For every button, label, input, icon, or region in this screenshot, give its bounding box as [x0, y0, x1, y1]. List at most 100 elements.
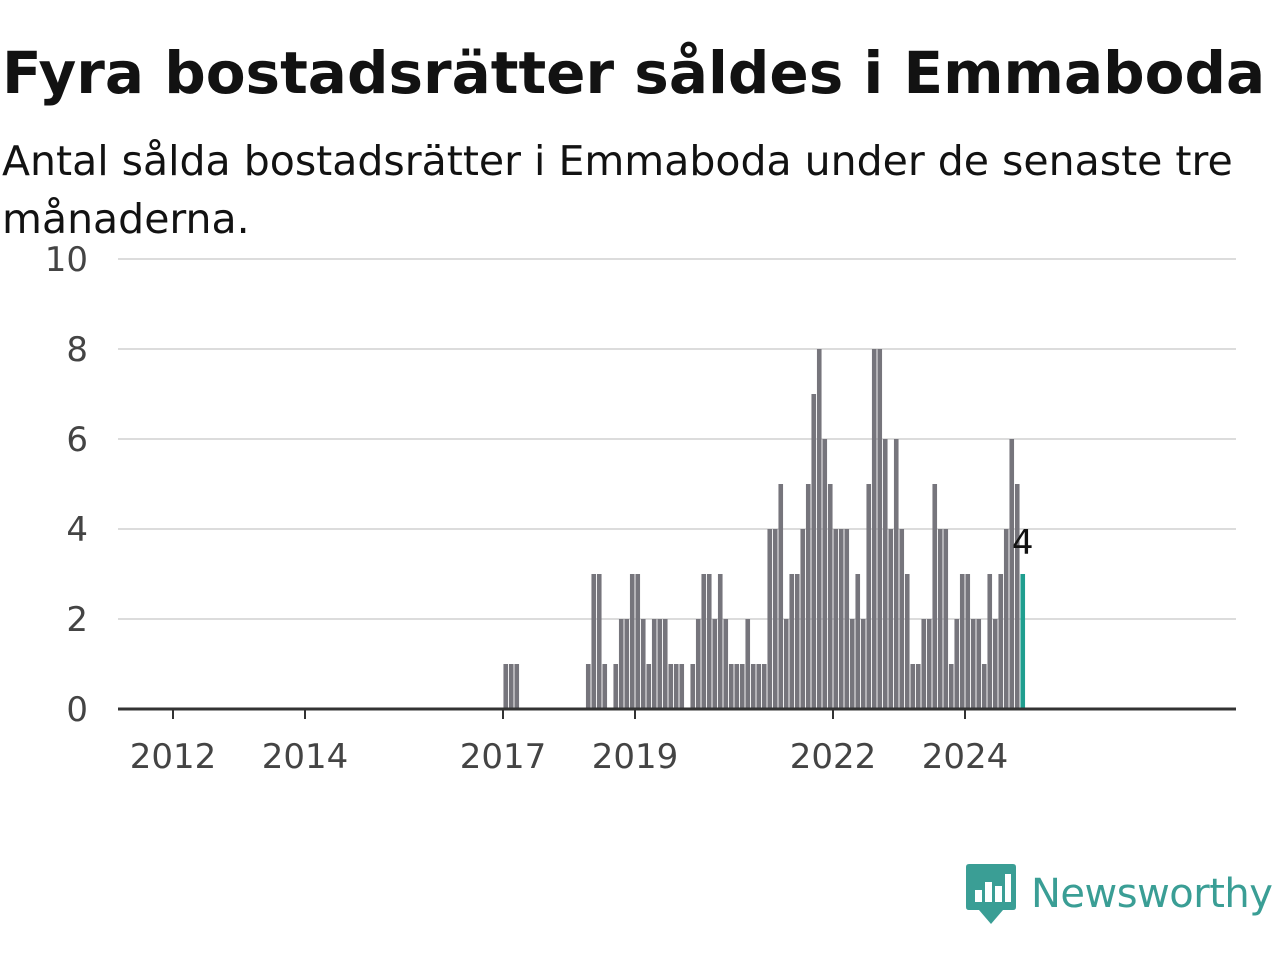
bar — [701, 574, 707, 709]
bar — [849, 619, 855, 709]
bar — [679, 664, 685, 709]
gridlines — [118, 258, 1236, 620]
bar — [1014, 484, 1020, 709]
bar-series — [503, 349, 1026, 709]
bar — [761, 664, 767, 709]
bar — [657, 619, 663, 709]
bar — [508, 664, 514, 709]
chart-title: Fyra bostadsrätter såldes i Emmaboda — [2, 39, 1266, 107]
bar — [794, 574, 800, 709]
brand-logo: Newsworthy — [965, 862, 1273, 926]
bar — [745, 619, 751, 709]
y-axis-tick-labels: 0 2 4 6 8 10 — [45, 240, 88, 730]
bar — [932, 484, 938, 709]
bar — [596, 574, 602, 709]
bar-chart: 0 2 4 6 8 10 2012 2014 2017 2019 2022 2024 4 — [45, 240, 1236, 777]
bar — [778, 484, 784, 709]
x-tick-label: 2019 — [592, 737, 679, 777]
bar — [926, 619, 932, 709]
bar — [772, 529, 778, 709]
bar — [838, 529, 844, 709]
bar — [1003, 529, 1009, 709]
x-axis-tick-labels: 2012 2014 2017 2019 2022 2024 — [130, 737, 1009, 777]
bar — [503, 664, 509, 709]
x-tick-label: 2022 — [790, 737, 877, 777]
bar — [998, 574, 1004, 709]
bar — [706, 574, 712, 709]
bar — [635, 574, 641, 709]
bar — [860, 619, 866, 709]
bar — [613, 664, 619, 709]
bar — [690, 664, 696, 709]
bar — [646, 664, 652, 709]
data-labels: 4 — [1012, 523, 1034, 563]
bar — [915, 664, 921, 709]
bar — [921, 619, 927, 709]
bar — [910, 664, 916, 709]
bar — [871, 349, 877, 709]
bar — [618, 619, 624, 709]
bar — [970, 619, 976, 709]
bar — [789, 574, 795, 709]
bar — [585, 664, 591, 709]
bar — [783, 619, 789, 709]
bar — [954, 619, 960, 709]
bar — [904, 574, 910, 709]
bar — [668, 664, 674, 709]
bar — [673, 664, 679, 709]
bar — [811, 394, 817, 709]
bar — [800, 529, 806, 709]
x-axis — [118, 707, 1236, 719]
y-tick-label: 6 — [66, 420, 88, 460]
bar — [723, 619, 729, 709]
bar — [987, 574, 993, 709]
bar — [816, 349, 822, 709]
x-tick-label: 2024 — [922, 737, 1009, 777]
brand-name: Newsworthy — [1031, 871, 1273, 917]
x-tick-label: 2014 — [262, 737, 349, 777]
bar — [888, 529, 894, 709]
bar-chart-speech-bubble-icon — [966, 864, 1016, 924]
x-tick-label: 2017 — [460, 737, 547, 777]
y-tick-label: 2 — [66, 600, 88, 640]
bar — [893, 439, 899, 709]
x-tick-label: 2012 — [130, 737, 217, 777]
y-tick-label: 4 — [66, 510, 88, 550]
data-label: 4 — [1012, 523, 1034, 563]
bar — [882, 439, 888, 709]
bar — [899, 529, 905, 709]
bar — [728, 664, 734, 709]
bar — [629, 574, 635, 709]
bar — [866, 484, 872, 709]
bar — [827, 484, 833, 709]
bar — [948, 664, 954, 709]
bar — [750, 664, 756, 709]
bar — [965, 574, 971, 709]
bar — [756, 664, 762, 709]
bar — [640, 619, 646, 709]
bar — [712, 619, 718, 709]
bar — [992, 619, 998, 709]
bar — [805, 484, 811, 709]
bar — [877, 349, 883, 709]
bar — [739, 664, 745, 709]
chart-subtitle: Antal sålda bostadsrätter i Emmaboda und… — [2, 137, 1233, 243]
bar — [591, 574, 597, 709]
bar-highlight — [1020, 574, 1026, 709]
y-tick-label: 0 — [66, 690, 88, 730]
bar — [976, 619, 982, 709]
bar — [734, 664, 740, 709]
bar — [855, 574, 861, 709]
bar — [717, 574, 723, 709]
bar — [844, 529, 850, 709]
bar — [822, 439, 828, 709]
bar — [943, 529, 949, 709]
bar — [959, 574, 965, 709]
bar — [695, 619, 701, 709]
y-tick-label: 8 — [66, 330, 88, 370]
bar — [833, 529, 839, 709]
bar — [937, 529, 943, 709]
bar — [602, 664, 608, 709]
bar — [651, 619, 657, 709]
bar — [1009, 439, 1015, 709]
